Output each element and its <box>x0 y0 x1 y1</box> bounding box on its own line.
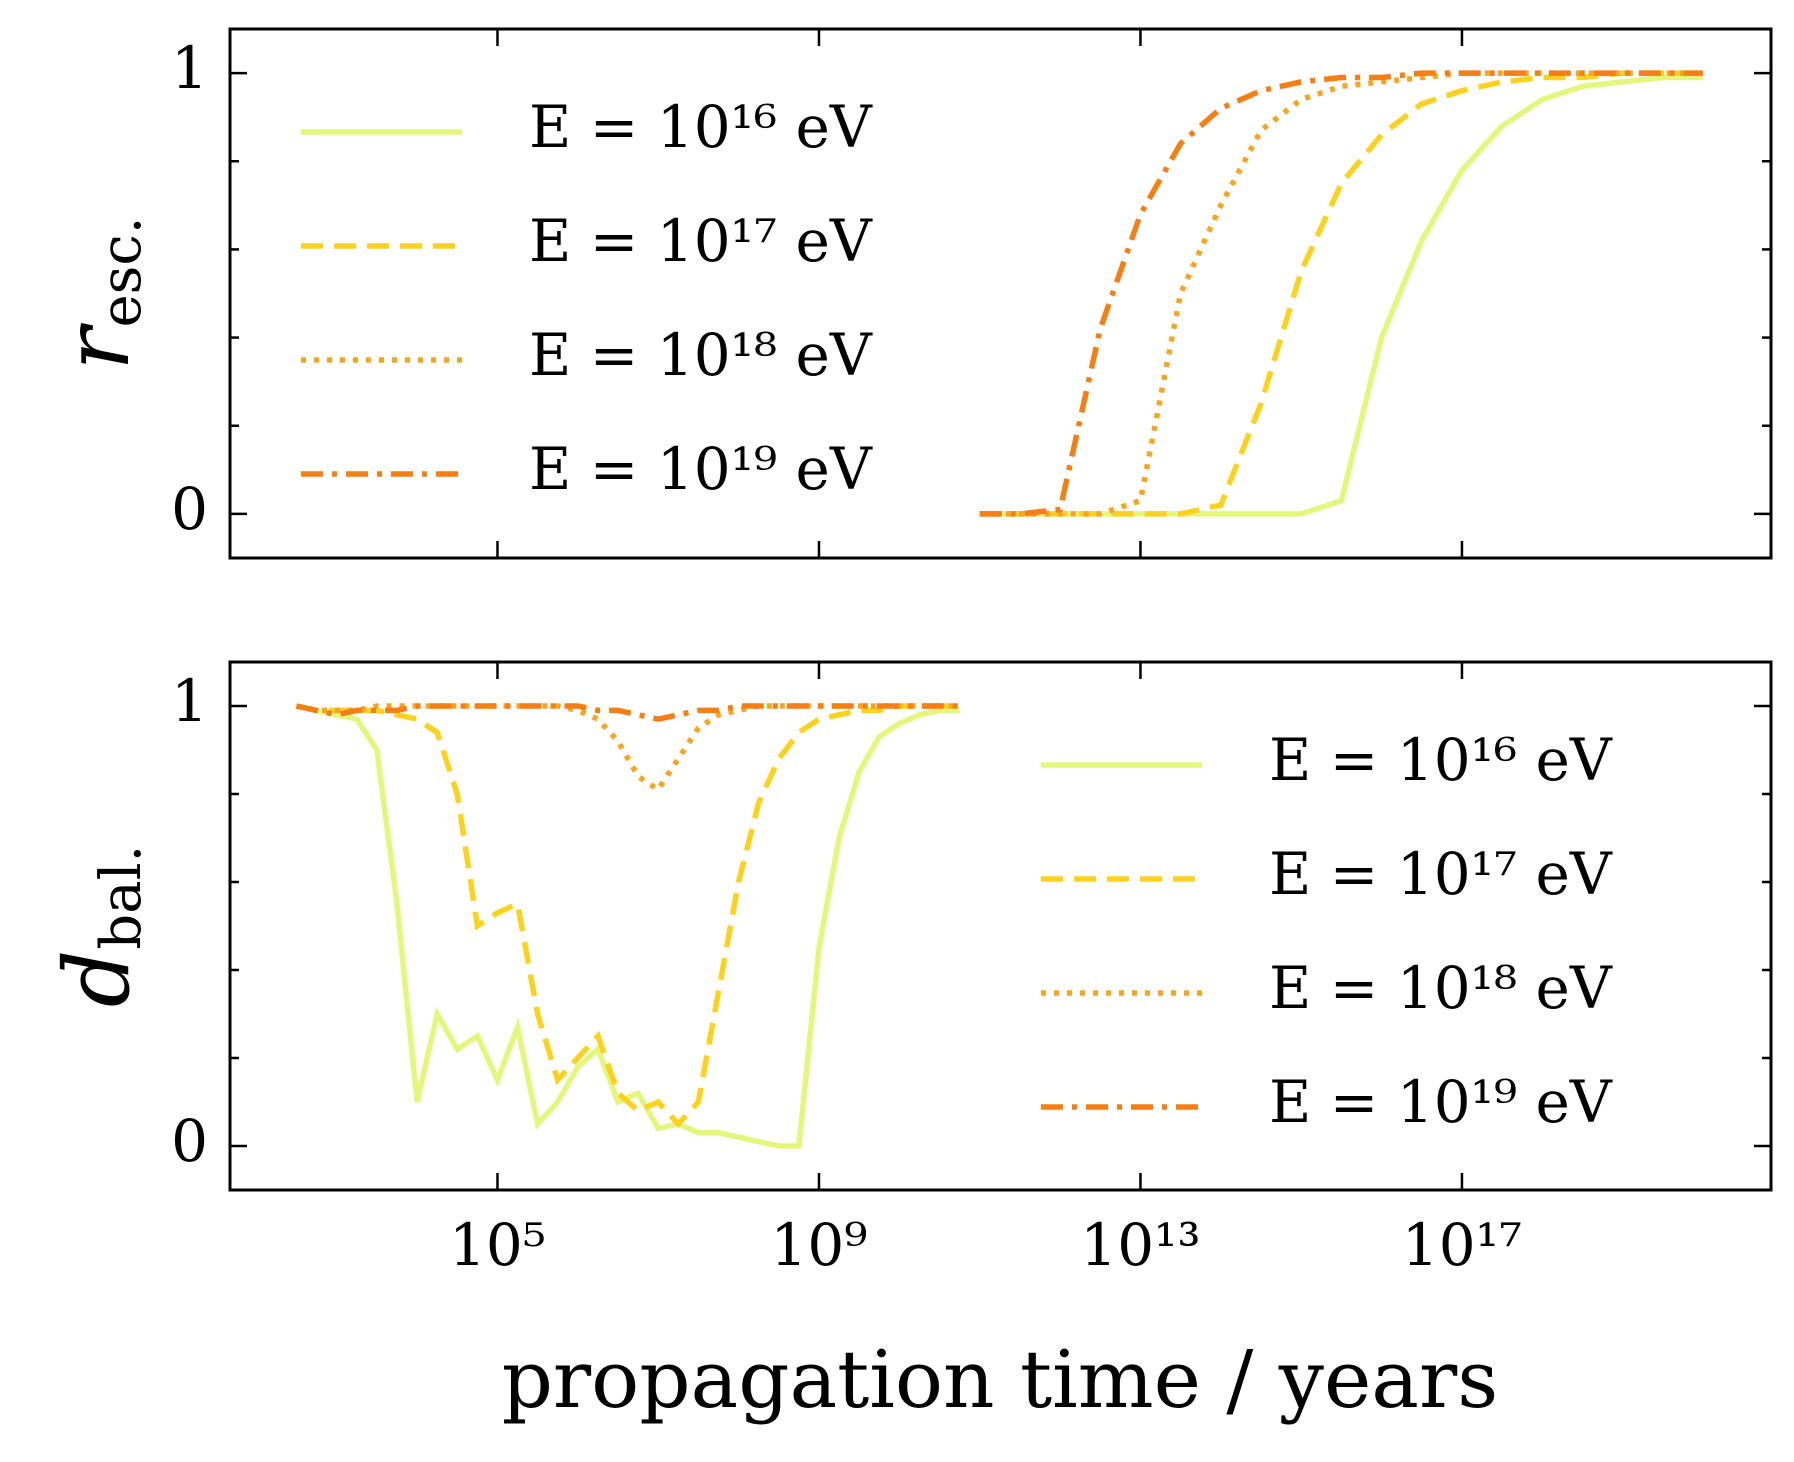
x-tick-label: 10¹⁷ <box>1402 1211 1522 1279</box>
legend-label: E = 10¹⁹ eV <box>529 435 873 503</box>
x-tick-label: 10⁹ <box>770 1211 867 1279</box>
data-line <box>295 703 960 723</box>
data-line <box>979 70 1704 517</box>
y-axis-label: resc. <box>45 216 153 370</box>
legend-label: E = 10¹⁶ eV <box>1269 726 1613 794</box>
y-label-subscript: esc. <box>89 216 154 327</box>
plot-frame <box>228 27 1773 560</box>
x-tick-label: 10⁵ <box>449 1211 546 1279</box>
plot-frame <box>228 660 1773 1192</box>
y-tick-label: 0 <box>171 475 208 543</box>
y-tick-label: 0 <box>171 1107 208 1175</box>
data-line <box>979 74 1704 517</box>
legend-label: E = 10¹⁹ eV <box>1269 1068 1613 1136</box>
x-tick-label: 10¹³ <box>1080 1211 1200 1279</box>
legend-label: E = 10¹⁸ eV <box>529 321 873 389</box>
data-line <box>979 70 1704 517</box>
legend-label: E = 10¹⁶ eV <box>529 93 873 161</box>
data-line <box>979 70 1704 517</box>
legend-label: E = 10¹⁸ eV <box>1269 954 1613 1022</box>
data-line <box>295 703 960 1149</box>
y-label-symbol: d <box>45 950 150 1008</box>
legend-label: E = 10¹⁷ eV <box>1269 840 1613 908</box>
y-tick-label: 1 <box>171 667 208 735</box>
y-label-subscript: bal. <box>89 845 154 950</box>
y-axis-label: dbal. <box>45 845 153 1008</box>
x-axis-label: propagation time / years <box>502 1333 1499 1426</box>
legend-label: E = 10¹⁷ eV <box>529 207 873 275</box>
y-label-symbol: r <box>45 323 150 371</box>
y-tick-label: 1 <box>171 34 208 102</box>
data-line <box>295 703 960 1129</box>
